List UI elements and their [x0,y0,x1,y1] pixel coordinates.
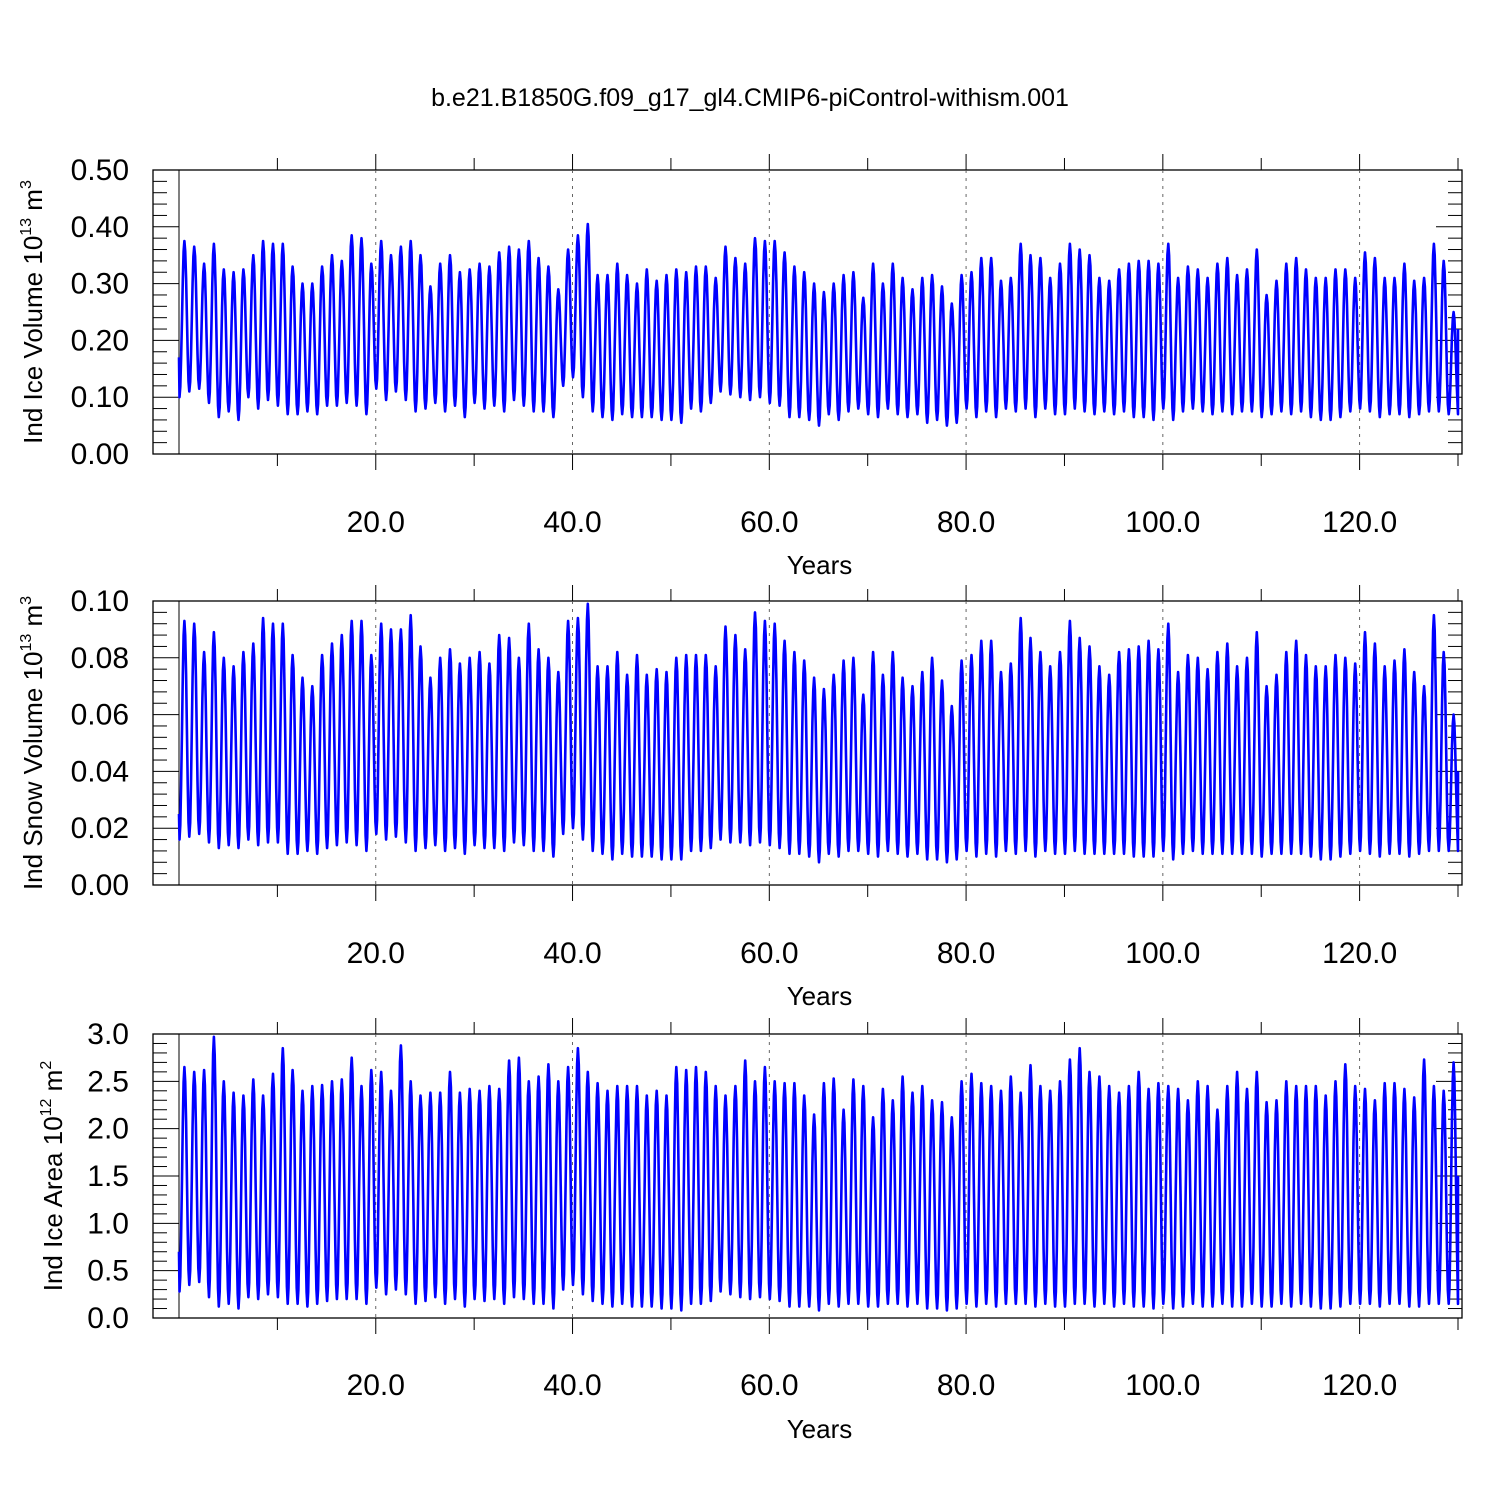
x-tick-label: 120.0 [1322,937,1397,970]
x-tick-label: 20.0 [347,1369,405,1402]
plot-frame [152,169,1463,455]
y-tick-label: 0.00 [71,869,129,902]
chart-panel-2: 0.00 0.02 0.04 0.06 0.08 0.10 20.0 40.0 60.0 80.0… [18,585,1463,1011]
plot-frame [152,600,1463,886]
x-tick-label: 60.0 [740,506,798,539]
y-tick-label: 0.0 [87,1302,129,1335]
y-tick-label: 0.02 [71,812,129,845]
x-tick-label: 80.0 [937,937,995,970]
y-tick-label: 1.0 [87,1207,129,1240]
y-tick-label: 0.10 [71,381,129,414]
x-tick-label: 120.0 [1322,506,1397,539]
chart-panel-1: 0.00 0.10 0.20 0.30 0.40 0.50 20.0 40.0 60.0 80.0… [18,154,1463,580]
y-tick-label: 2.5 [87,1065,129,1098]
x-tick-label: 100.0 [1125,1369,1200,1402]
y-axis-label: Ind Ice Volume 1013 m3 [18,180,48,444]
series-line-1 [177,222,1460,427]
x-axis-label: Years [787,550,853,580]
x-axis-label: Years [787,981,853,1011]
y-tick-label: 0.50 [71,154,129,187]
x-tick-label: 20.0 [347,937,405,970]
x-tick-label: 60.0 [740,937,798,970]
x-tick-label: 40.0 [543,1369,601,1402]
x-tick-label: 60.0 [740,1369,798,1402]
x-tick-label: 40.0 [543,937,601,970]
y-tick-label: 0.5 [87,1255,129,1288]
y-tick-label: 1.5 [87,1160,129,1193]
x-axis-label: Years [787,1414,853,1444]
y-tick-label: 0.00 [71,438,129,471]
x-tick-label: 40.0 [543,506,601,539]
chart-panel-3: 0.0 0.5 1.0 1.5 2.0 2.5 3.0 20.0 40.0 60.0 80.0 100… [38,1018,1463,1444]
x-tick-label: 100.0 [1125,506,1200,539]
y-axis-label: Ind Ice Area 1012 m2 [38,1061,68,1292]
x-tick-label: 20.0 [347,506,405,539]
series-line-1 [177,602,1460,864]
y-tick-label: 0.40 [71,211,129,244]
x-tick-label: 80.0 [937,506,995,539]
x-tick-label: 100.0 [1125,937,1200,970]
y-tick-label: 2.0 [87,1113,129,1146]
y-tick-label: 0.08 [71,642,129,675]
x-tick-label: 80.0 [937,1369,995,1402]
series-line-1 [177,1035,1460,1312]
y-tick-label: 0.04 [71,755,129,788]
y-axis-label: Ind Snow Volume 1013 m3 [18,596,48,890]
y-tick-label: 0.30 [71,268,129,301]
y-tick-label: 3.0 [87,1018,129,1051]
y-tick-label: 0.10 [71,585,129,618]
x-tick-label: 120.0 [1322,1369,1397,1402]
y-tick-label: 0.06 [71,699,129,732]
figure-title: b.e21.B1850G.f09_g17_gl4.CMIP6-piControl… [431,84,1069,112]
y-tick-label: 0.20 [71,324,129,357]
